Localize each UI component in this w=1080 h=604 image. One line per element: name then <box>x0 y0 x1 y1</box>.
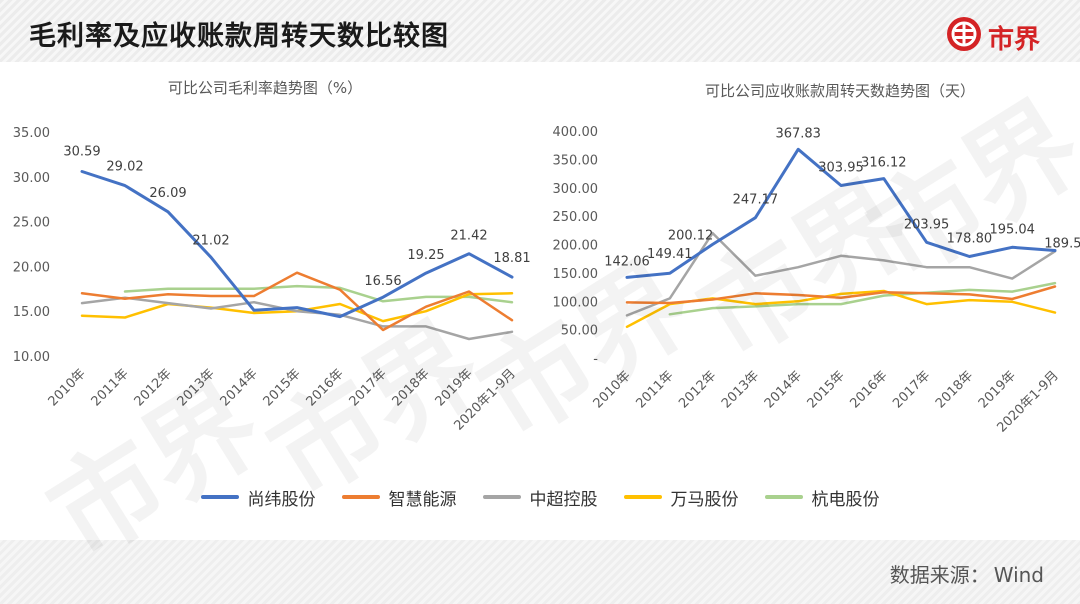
y-tick-label: 150.00 <box>553 267 599 282</box>
receivable-days-chart: 可比公司应收账款周转天数趋势图（天） - 50.00 100.00 150.00 200.… <box>553 82 1080 436</box>
x-tick-label: 2014年 <box>762 368 805 411</box>
x-tick-label: 2012年 <box>132 366 175 409</box>
data-label: 18.81 <box>493 251 530 266</box>
x-tick-label: 2018年 <box>390 366 433 409</box>
y-tick-label: 20.00 <box>13 260 50 275</box>
x-tick-label: 2017年 <box>347 366 390 409</box>
source-label: 数据来源： <box>889 563 990 587</box>
legend-item: 中超控股 <box>482 485 598 510</box>
data-label: 200.12 <box>668 228 714 243</box>
margin-rate-chart: 可比公司毛利率趋势图（%） 10.00 15.00 20.00 25.00 30.00 35… <box>13 79 531 434</box>
data-label: 16.56 <box>364 274 401 289</box>
y-tick-label: 10.00 <box>13 350 50 365</box>
data-label: 316.12 <box>861 156 907 171</box>
y-tick-label: 250.00 <box>553 210 599 225</box>
brand-name: 市界 <box>988 25 1041 55</box>
data-source: 数据来源： Wind <box>890 559 1044 588</box>
legend-label: 中超控股 <box>529 489 598 510</box>
y-tick-label: 400.00 <box>553 125 599 140</box>
data-label: 189.50 <box>1044 236 1080 251</box>
y-tick-label: 50.00 <box>561 324 598 339</box>
x-tick-label: 2012年 <box>676 368 719 411</box>
x-tick-label: 2015年 <box>261 366 304 409</box>
x-tick-label: 2016年 <box>304 366 347 409</box>
data-label: 19.25 <box>407 248 444 263</box>
series-line <box>123 284 514 304</box>
legend-label: 尚纬股份 <box>247 489 316 510</box>
data-label: 26.09 <box>149 186 186 201</box>
y-tick-label: 25.00 <box>13 216 50 231</box>
source-name: Wind <box>993 563 1044 587</box>
legend-item: 杭电股份 <box>764 485 880 510</box>
x-tick-label: 2011年 <box>89 366 132 409</box>
x-tick-label: 2013年 <box>719 368 762 411</box>
y-tick-label: 350.00 <box>553 153 599 168</box>
legend-item: 智慧能源 <box>341 485 457 510</box>
brand-mark-icon <box>947 17 981 51</box>
page-title: 毛利率及应收账款周转天数比较图 <box>29 21 449 52</box>
y-tick-label: 15.00 <box>13 305 50 320</box>
legend-swatch <box>764 495 803 499</box>
y-tick-label: 200.00 <box>553 239 599 254</box>
data-label: 247.17 <box>733 193 779 208</box>
data-label: 195.04 <box>989 222 1034 237</box>
y-tick-label: - <box>593 352 598 367</box>
legend-swatch <box>482 495 521 499</box>
x-tick-label: 2010年 <box>591 368 634 411</box>
x-tick-label: 2013年 <box>175 366 218 409</box>
chart-title: 可比公司毛利率趋势图（%） <box>168 79 362 97</box>
x-tick-label: 2014年 <box>218 366 261 409</box>
data-label: 29.02 <box>106 160 143 175</box>
data-label: 30.59 <box>63 145 100 160</box>
data-label: 178.80 <box>947 232 993 247</box>
data-label: 203.95 <box>904 217 950 232</box>
series-line <box>625 285 1057 305</box>
data-label: 149.41 <box>647 247 693 262</box>
x-tick-label: 2015年 <box>805 368 848 411</box>
series-line <box>625 147 1057 279</box>
y-tick-label: 300.00 <box>553 182 599 197</box>
legend-item: 尚纬股份 <box>200 485 316 510</box>
legend-swatch <box>200 495 239 499</box>
y-tick-label: 100.00 <box>553 295 599 310</box>
series-line <box>80 271 514 332</box>
chart-title: 可比公司应收账款周转天数趋势图（天） <box>705 82 975 100</box>
legend-label: 智慧能源 <box>388 489 457 510</box>
x-tick-label: 2010年 <box>46 366 89 409</box>
x-tick-label: 2019年 <box>433 366 476 409</box>
series-line <box>80 296 514 341</box>
data-label: 303.95 <box>818 161 864 176</box>
legend-label: 万马股份 <box>670 489 739 510</box>
data-label: 367.83 <box>775 126 821 141</box>
y-tick-label: 30.00 <box>13 171 50 186</box>
page-footer: 数据来源： Wind <box>0 540 1080 604</box>
x-tick-label: 2017年 <box>890 368 933 411</box>
data-label: 142.06 <box>604 254 650 269</box>
x-tick-label: 2016年 <box>847 368 890 411</box>
chart-panel: 可比公司毛利率趋势图（%） 10.00 15.00 20.00 25.00 30.00 35… <box>0 62 1080 583</box>
data-label: 21.02 <box>192 233 229 248</box>
legend-swatch <box>623 495 662 499</box>
y-tick-label: 35.00 <box>13 126 50 141</box>
page-header: 毛利率及应收账款周转天数比较图 市界 <box>0 0 1080 62</box>
legend-item: 万马股份 <box>623 485 739 510</box>
series-line <box>668 281 1057 316</box>
legend-label: 杭电股份 <box>811 489 880 510</box>
x-tick-label: 2019年 <box>976 368 1019 411</box>
series-line <box>80 170 514 319</box>
data-label: 21.42 <box>450 229 487 244</box>
x-tick-label: 2018年 <box>933 368 976 411</box>
x-tick-label: 2011年 <box>633 368 676 411</box>
chart-legend: 尚纬股份 智慧能源 中超控股 万马股份 杭电股份 <box>0 482 1080 512</box>
legend-swatch <box>341 495 380 499</box>
